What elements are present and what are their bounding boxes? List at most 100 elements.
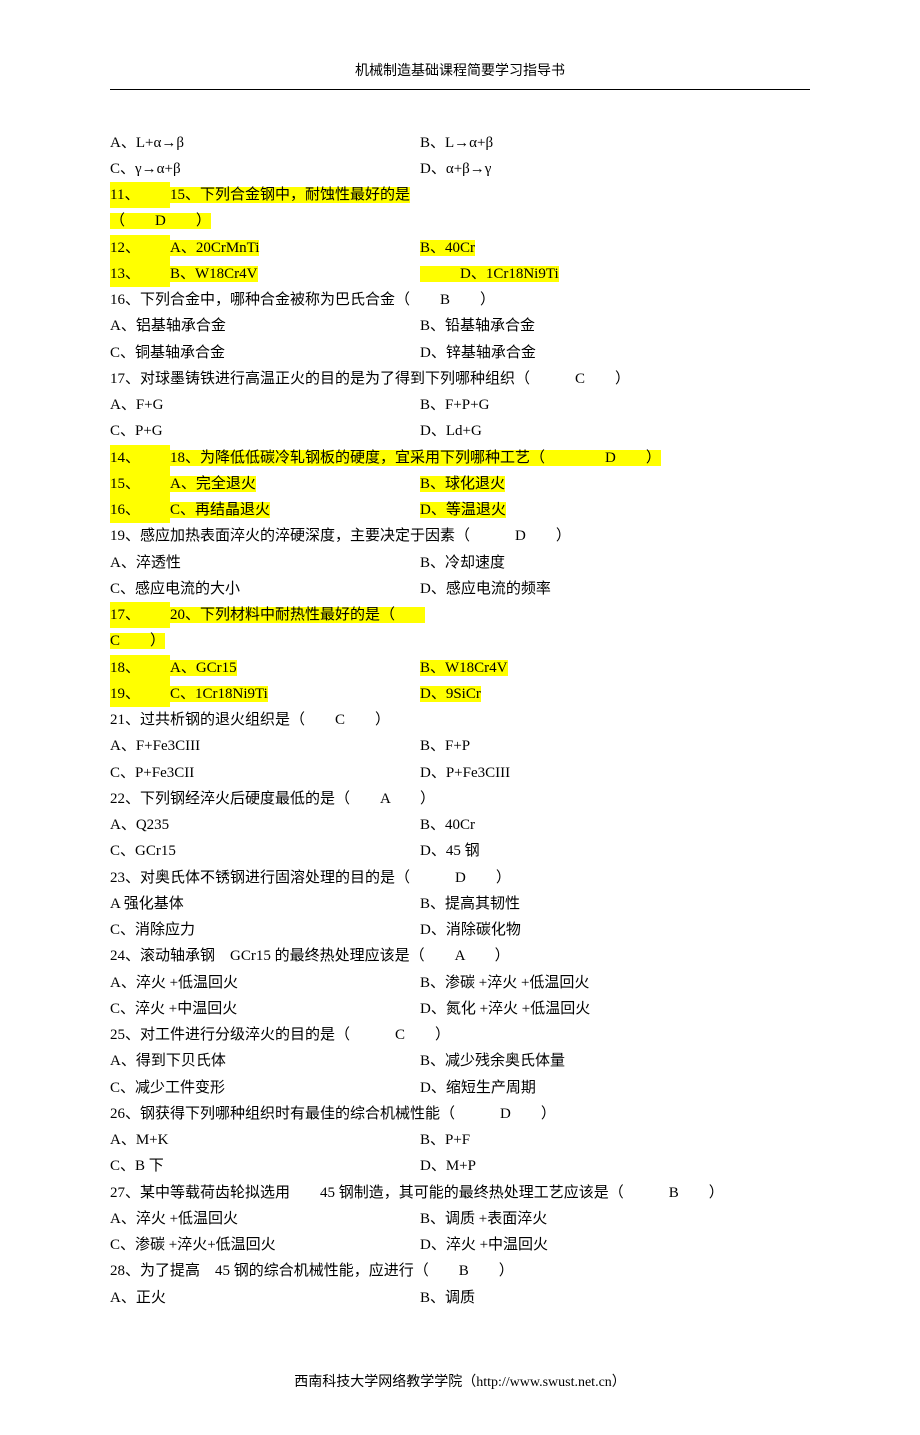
option-c: C、淬火 +中温回火 [110,996,420,1022]
option-row: C、P+GD、Ld+G [110,418,810,444]
hl-num: 11、 [110,182,170,208]
question-text: 23、对奥氏体不锈钢进行固溶处理的目的是（ D ） [110,865,810,891]
option-b: B、提高其韧性 [420,891,810,917]
option-d: D、感应电流的频率 [420,576,810,602]
hl-option-a: A、完全退火 [170,476,256,492]
hl-num: 12、 [110,235,170,261]
question-text: 21、过共析钢的退火组织是（ C ） [110,707,810,733]
option-row: C、消除应力D、消除碳化物 [110,917,810,943]
page-footer: 西南科技大学网络教学学院（http://www.swust.net.cn） [110,1371,810,1396]
hl-num: 17、 [110,602,170,628]
option-c: C、铜基轴承合金 [110,340,420,366]
highlighted-row: 13、B、W18Cr4V D、1Cr18Ni9Ti [110,261,810,287]
option-row: C、淬火 +中温回火D、氮化 +淬火 +低温回火 [110,996,810,1022]
hl-num: 13、 [110,261,170,287]
hl-text: 18、为降低低碳冷轧钢板的硬度，宜采用下列哪种工艺（ D ） [170,450,661,466]
highlighted-row: 18、A、GCr15 B、W18Cr4V [110,655,810,681]
hl-option-b: B、球化退火 [420,476,505,492]
highlighted-row: 19、C、1Cr18Ni9Ti D、9SiCr [110,681,810,707]
footer-prefix: 西南科技大学网络教学学院（ [294,1375,476,1390]
option-a: A、F+Fe3CIII [110,733,420,759]
option-d: D、缩短生产周期 [420,1075,810,1101]
option-d: D、P+Fe3CIII [420,760,810,786]
option-row: A、M+KB、P+F [110,1127,810,1153]
question-text: 26、钢获得下列哪种组织时有最佳的综合机械性能（ D ） [110,1101,810,1127]
option-c: C、P+G [110,418,420,444]
question-text: 27、某中等载荷齿轮拟选用 45 钢制造，其可能的最终热处理工艺应该是（ B ） [110,1180,810,1206]
question-text: 24、滚动轴承钢 GCr15 的最终热处理应该是（ A ） [110,943,810,969]
question-text: 17、对球墨铸铁进行高温正火的目的是为了得到下列哪种组织（ C ） [110,366,810,392]
hl-num: 15、 [110,471,170,497]
option-row: A、Q235B、40Cr [110,812,810,838]
hl-option-c: C、再结晶退火 [170,502,270,518]
option-c: C、B 下 [110,1153,420,1179]
option-a: A、淬透性 [110,550,420,576]
highlighted-row: 16、C、再结晶退火 D、等温退火 [110,497,810,523]
option-row: A 强化基体B、提高其韧性 [110,891,810,917]
option-row: C、γ→α+β D、α+β→γ [110,156,810,182]
highlighted-row: 17、20、下列材料中耐热性最好的是（ C ） [110,602,810,655]
highlighted-row: 15、A、完全退火 B、球化退火 [110,471,810,497]
option-c: C、减少工件变形 [110,1075,420,1101]
option-row: A、淬透性B、冷却速度 [110,550,810,576]
highlighted-row: 11、15、下列合金钢中，耐蚀性最好的是（ D ） [110,182,810,235]
option-d: D、α+β→γ [420,156,810,182]
hl-option-d: D、1Cr18Ni9Ti [420,266,559,282]
highlighted-row: 12、A、20CrMnTi B、40Cr [110,235,810,261]
option-row: A、F+Fe3CIIIB、F+P [110,733,810,759]
hl-option-c: C、1Cr18Ni9Ti [170,686,268,702]
highlighted-row: 14、18、为降低低碳冷轧钢板的硬度，宜采用下列哪种工艺（ D ） [110,445,810,471]
option-b: B、渗碳 +淬火 +低温回火 [420,970,810,996]
option-b: B、F+P+G [420,392,810,418]
option-d: D、锌基轴承合金 [420,340,810,366]
option-a: A、铝基轴承合金 [110,313,420,339]
option-row: C、渗碳 +淬火+低温回火D、淬火 +中温回火 [110,1232,810,1258]
hl-option-d: D、等温退火 [420,502,506,518]
option-row: A、F+GB、F+P+G [110,392,810,418]
hl-option-b: B、40Cr [420,240,475,256]
option-a: A、M+K [110,1127,420,1153]
option-a: A、得到下贝氏体 [110,1048,420,1074]
option-b: B、调质 +表面淬火 [420,1206,810,1232]
hl-option-d: D、9SiCr [420,686,481,702]
option-c: C、γ→α+β [110,156,420,182]
option-row: C、GCr15D、45 钢 [110,838,810,864]
option-row: A、淬火 +低温回火B、调质 +表面淬火 [110,1206,810,1232]
option-a: A、F+G [110,392,420,418]
option-d: D、45 钢 [420,838,810,864]
hl-option-a: A、GCr15 [170,660,237,676]
option-row: A、铝基轴承合金B、铅基轴承合金 [110,313,810,339]
option-a: A、淬火 +低温回火 [110,970,420,996]
option-row: C、铜基轴承合金D、锌基轴承合金 [110,340,810,366]
option-row: A、淬火 +低温回火B、渗碳 +淬火 +低温回火 [110,970,810,996]
hl-option-c: B、W18Cr4V [170,266,258,282]
option-row: C、减少工件变形D、缩短生产周期 [110,1075,810,1101]
question-text: 16、下列合金中，哪种合金被称为巴氏合金（ B ） [110,287,810,313]
option-row: A、L+α→β B、L→α+β [110,130,810,156]
page-header: 机械制造基础课程简要学习指导书 [110,60,810,85]
question-text: 25、对工件进行分级淬火的目的是（ C ） [110,1022,810,1048]
option-b: B、调质 [420,1285,810,1311]
hl-num: 14、 [110,445,170,471]
option-a: A、淬火 +低温回火 [110,1206,420,1232]
hl-option-b: B、W18Cr4V [420,660,508,676]
hl-num: 19、 [110,681,170,707]
hl-option-a: A、20CrMnTi [170,240,259,256]
footer-suffix: ） [612,1375,626,1390]
option-b: B、F+P [420,733,810,759]
question-text: 19、感应加热表面淬火的淬硬深度，主要决定于因素（ D ） [110,523,810,549]
option-d: D、消除碳化物 [420,917,810,943]
option-b: B、减少残余奥氏体量 [420,1048,810,1074]
option-c: C、感应电流的大小 [110,576,420,602]
option-a: A、Q235 [110,812,420,838]
option-d: D、氮化 +淬火 +低温回火 [420,996,810,1022]
option-c: C、P+Fe3CII [110,760,420,786]
option-b: B、40Cr [420,812,810,838]
option-b: B、L→α+β [420,130,810,156]
hl-num: 16、 [110,497,170,523]
option-c: C、GCr15 [110,838,420,864]
option-b: B、铅基轴承合金 [420,313,810,339]
option-row: A、正火B、调质 [110,1285,810,1311]
option-a: A、L+α→β [110,130,420,156]
option-d: D、Ld+G [420,418,810,444]
